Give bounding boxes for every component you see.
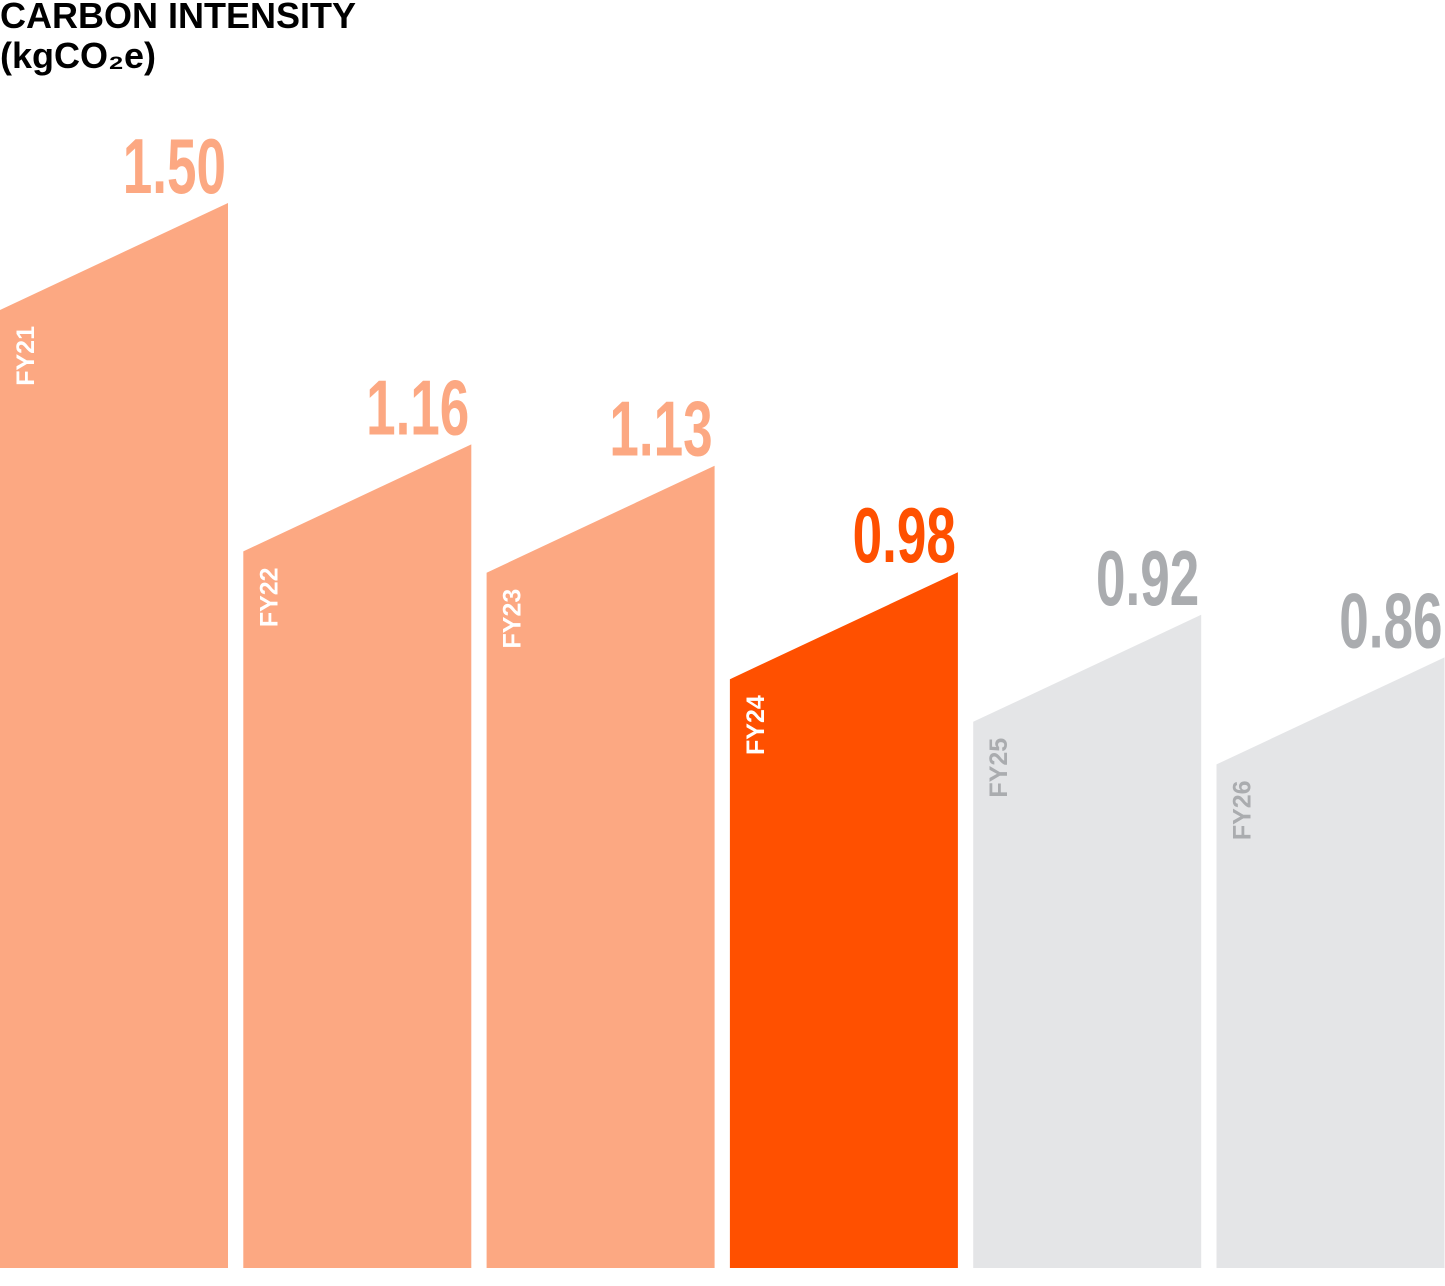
chart-title-unit: (kgCO₂e) <box>0 35 157 76</box>
value-label-fy22: 1.16 <box>366 365 469 452</box>
category-label-fy23: FY23 <box>499 589 527 649</box>
bar-fy24 <box>729 572 958 1268</box>
bar-fy26 <box>1216 657 1445 1268</box>
value-labels-group: 1.50 1.16 1.13 0.98 0.92 0.86 <box>123 124 1443 665</box>
category-label-fy24: FY24 <box>742 695 770 755</box>
bar-fy25 <box>973 614 1202 1268</box>
bar-fy22 <box>243 444 472 1268</box>
category-label-fy26: FY26 <box>1229 780 1257 840</box>
category-label-fy22: FY22 <box>255 567 283 627</box>
bars-group <box>0 203 1445 1268</box>
category-labels-group: FY21 FY22 FY23 FY24 FY25 FY26 <box>12 326 1257 840</box>
value-label-fy25: 0.92 <box>1096 536 1199 623</box>
value-label-fy26: 0.86 <box>1339 578 1442 665</box>
category-label-fy25: FY25 <box>985 738 1013 798</box>
category-label-fy21: FY21 <box>12 326 40 386</box>
chart-title-main: CARBON INTENSITY <box>0 0 357 36</box>
chart-title: CARBON INTENSITY (kgCO₂e) <box>0 0 356 76</box>
bar-fy23 <box>486 465 715 1268</box>
value-label-fy23: 1.13 <box>609 387 712 474</box>
value-label-fy24: 0.98 <box>853 493 956 580</box>
bar-fy21 <box>0 203 228 1268</box>
value-label-fy21: 1.50 <box>123 124 226 211</box>
